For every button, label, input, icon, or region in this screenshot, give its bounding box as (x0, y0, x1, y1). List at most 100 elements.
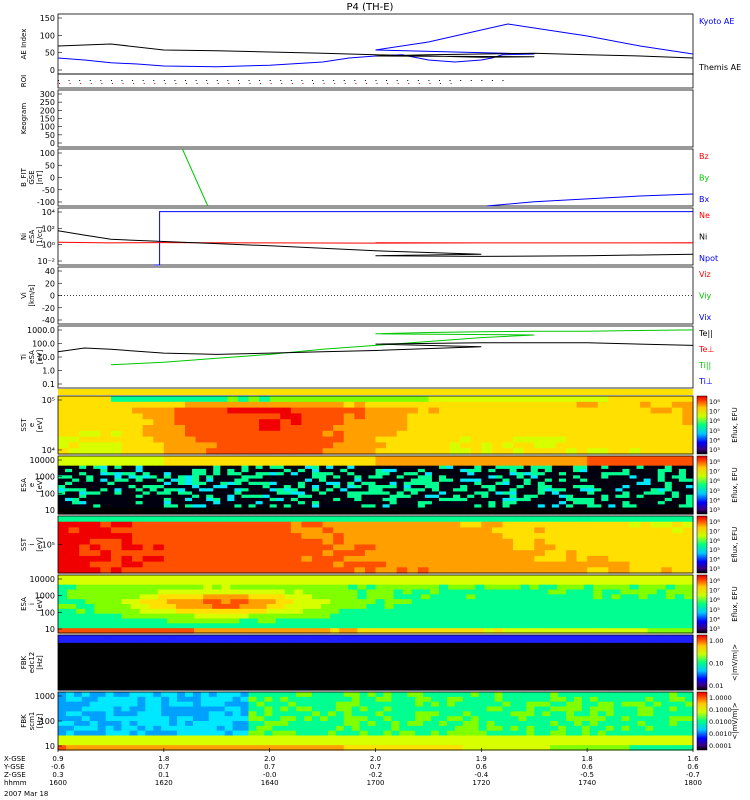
ephemeris-value: 2.0 (370, 755, 381, 763)
ephemeris-value: -0.7 (686, 771, 700, 779)
roi-dot (132, 80, 134, 81)
roi-dot (248, 80, 250, 81)
ytick-label: 10⁴ (42, 208, 55, 217)
colorbar-tick: 1.0000 (709, 694, 732, 702)
ephemeris-value: 2.0 (264, 755, 275, 763)
colorbar-tick: 0.01 (709, 682, 723, 690)
fbk_e12-colorbar-label: <|mV/m|> (731, 644, 739, 681)
ytick-label: 0 (50, 66, 55, 75)
fbk_scm-colorbar (696, 691, 708, 751)
series-by (181, 148, 209, 207)
ephemeris-value: 0.7 (264, 763, 275, 771)
fbk_e12-ylabel: FBKedc12[Hz] (20, 652, 44, 674)
roi-dot (69, 83, 71, 84)
colorbar-tick: 10⁷ (709, 587, 720, 595)
roi-dot (375, 80, 377, 81)
ephemeris-value: -0.0 (263, 771, 277, 779)
ephemeris-label-z-gse: Z-GSE (4, 771, 26, 779)
ephemeris-value: 1600 (49, 779, 67, 787)
ytick-label: 10⁵ (42, 541, 55, 550)
legend-themis-ae: Themis AE (698, 63, 741, 72)
roi-dot (142, 80, 144, 81)
colorbar-tick: 10⁴ (709, 436, 720, 444)
colorbar-tick: 10³ (709, 625, 720, 633)
esa_e-panel-frame (57, 455, 694, 515)
ephemeris-label-hhmm: hhmm (4, 779, 27, 787)
legend-bx: Bx (699, 195, 709, 204)
sst_i-spectrogram (58, 516, 694, 574)
ephemeris-value: 1640 (261, 779, 279, 787)
colorbar-tick: 0.0001 (709, 742, 732, 750)
esa_i-ylabel: ESAi[eV] (20, 596, 44, 611)
colorbar-tick: 1.00 (709, 637, 723, 645)
roi-dot (122, 83, 124, 84)
roi-dot (355, 83, 357, 84)
fbk_scm-spectrogram (58, 692, 694, 751)
roi-dot (153, 80, 155, 81)
roi-dot (121, 80, 123, 81)
colorbar-tick: 10⁶ (709, 596, 720, 604)
esa_e-spectrogram (58, 456, 694, 515)
roi-dot (186, 83, 187, 84)
colorbar-tick: 10⁵ (709, 427, 720, 435)
series-bx (486, 187, 693, 207)
ytick-label: 1000 (35, 473, 55, 482)
b_fit-ylabel: B_FITGSE[nT] (20, 167, 44, 186)
separator-band (58, 389, 693, 395)
roi-dot (396, 80, 398, 81)
ytick-label: 20 (45, 279, 55, 288)
roi-dot (238, 83, 240, 84)
ytick-label: 150 (40, 115, 55, 124)
esa_e-colorbar-label: Eflux, EFU (731, 467, 739, 502)
colorbar-tick: 10³ (709, 446, 720, 454)
roi-dot (154, 83, 156, 84)
ytick-label: 10⁵ (42, 396, 55, 405)
roi-dot (301, 80, 303, 81)
ephemeris-value: 0.7 (158, 763, 169, 771)
fbk_e12-panel-frame (57, 634, 694, 691)
ephemeris-label-x-gse: X-GSE (4, 755, 26, 763)
colorbar-tick: 10⁴ (709, 496, 720, 504)
colorbar-tick: 10⁶ (709, 477, 720, 485)
ytick-label: 10⁴ (42, 446, 55, 455)
roi-dot (100, 80, 102, 81)
ytick-label: 100 (40, 149, 55, 158)
ytick-label: 100 (40, 489, 55, 498)
ephemeris-value: 1.8 (582, 755, 593, 763)
series-te- (58, 342, 693, 355)
ytick-label: 150 (40, 14, 55, 23)
ytick-label: 1.0 (42, 367, 55, 376)
legend-ti-: Ti⊥ (698, 377, 713, 386)
roi-dot (174, 80, 176, 81)
keogram-panel-frame (57, 89, 694, 148)
colorbar-tick: 10⁴ (709, 556, 720, 564)
colorbar-tick: 10⁴ (709, 615, 720, 623)
legend-ne: Ne (699, 211, 710, 220)
roi-dot (323, 83, 325, 84)
legend-ni: Ni (699, 233, 707, 242)
ytick-label: 10 (45, 625, 55, 634)
legend-bz: Bz (699, 152, 709, 161)
roi-dot (333, 80, 335, 81)
roi-dot (59, 83, 60, 84)
ytick-label: 1000 (35, 592, 55, 601)
ytick-label: 0 (50, 139, 55, 148)
series-ti- (110, 328, 693, 366)
roi-dot (89, 80, 91, 81)
roi-dot (207, 83, 209, 84)
ytick-label: 200 (40, 106, 55, 115)
time-axis: X-GSE 0.9 1.8 2.0 2.0 1.9 1.8 1.6Y-GSE -0.6 0.7 0.… (3, 748, 702, 798)
spectrogram-layer (58, 389, 694, 751)
t-panel-frame (57, 325, 694, 389)
esa_i-colorbar-label: Eflux, EFU (731, 586, 739, 621)
ephemeris-value: 1720 (472, 779, 490, 787)
ytick-label: 100 (40, 31, 55, 40)
sst_i-colorbar (696, 515, 708, 574)
sst_e-panel-frame (57, 395, 694, 455)
roi-dot (364, 80, 366, 81)
ytick-label: 10000 (30, 575, 55, 584)
roi-dot (249, 83, 251, 84)
ytick-label: -40 (42, 316, 55, 325)
